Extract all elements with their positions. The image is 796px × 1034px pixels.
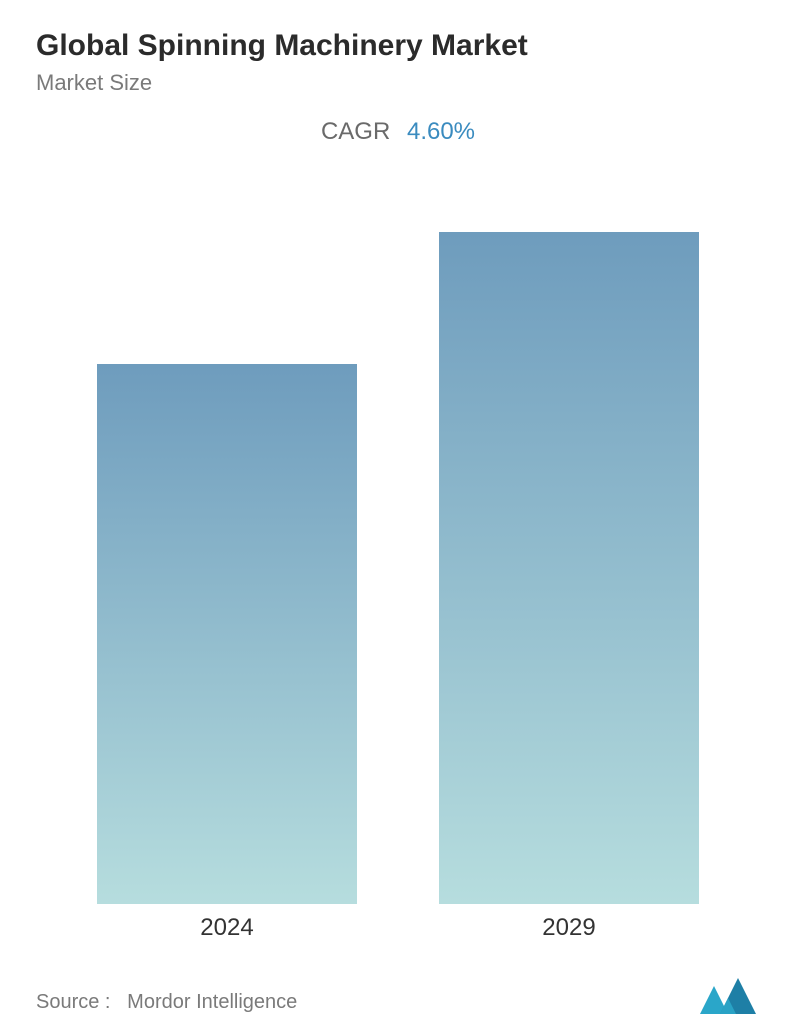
source-name: Mordor Intelligence [127, 991, 297, 1013]
page-title: Global Spinning Machinery Market [36, 28, 760, 64]
bar-chart [36, 196, 760, 904]
bar [439, 232, 699, 904]
source-text: Source : Mordor Intelligence [36, 991, 297, 1014]
cagr-value: 4.60% [407, 118, 475, 145]
mordor-logo-icon [700, 978, 760, 1014]
source-label: Source : [36, 991, 110, 1013]
x-axis-label: 2029 [439, 914, 699, 942]
x-axis-label: 2024 [97, 914, 357, 942]
brand-logo [700, 978, 760, 1014]
bars-row [36, 196, 760, 904]
infographic-container: Global Spinning Machinery Market Market … [0, 0, 796, 1034]
footer: Source : Mordor Intelligence [36, 970, 760, 1014]
x-axis-labels: 2024 2029 [36, 904, 760, 942]
cagr-label: CAGR [321, 118, 390, 145]
bar-wrap [439, 232, 699, 904]
page-subtitle: Market Size [36, 70, 760, 96]
bar [97, 364, 357, 904]
cagr-row: CAGR 4.60% [36, 118, 760, 146]
bar-wrap [97, 364, 357, 904]
